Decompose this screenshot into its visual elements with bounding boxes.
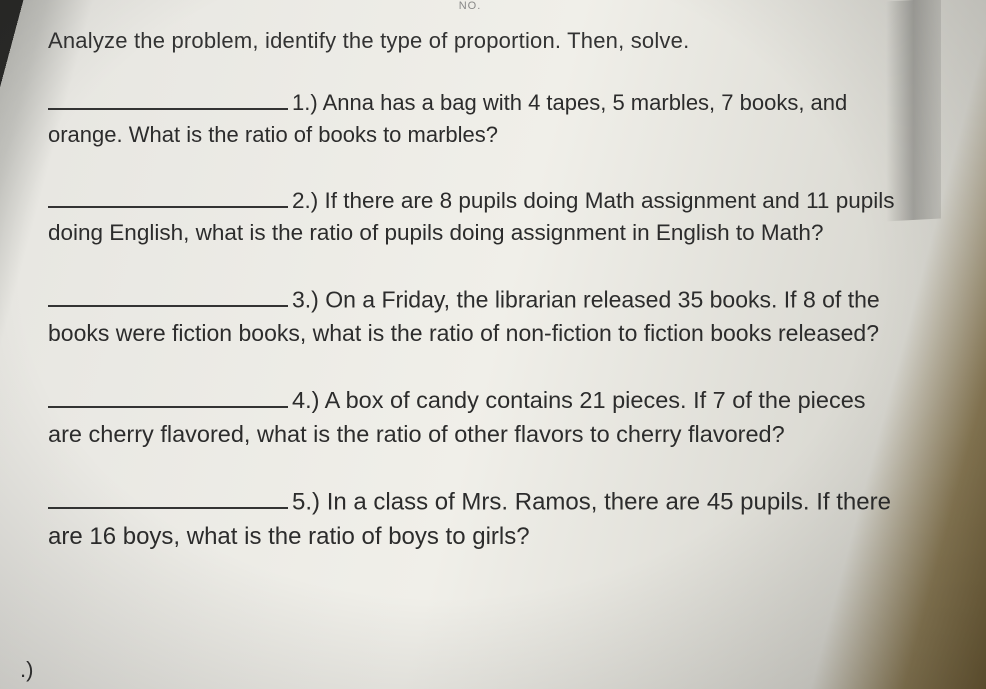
instruction-text: Analyze the problem, identify the type o… (48, 28, 900, 54)
problem-text-line1: Anna has a bag with 4 tapes, 5 marbles, … (323, 90, 848, 115)
answer-blank[interactable] (48, 481, 288, 509)
problem-4: 4.) A box of candy contains 21 pieces. I… (48, 380, 900, 451)
problem-number: 3.) (292, 286, 319, 312)
problem-3: 3.) On a Friday, the librarian released … (48, 280, 900, 350)
problem-text-line1: If there are 8 pupils doing Math assignm… (325, 188, 830, 213)
problem-number: 2.) (292, 188, 318, 213)
problem-text-line2: orange. What is the ratio of books to ma… (48, 122, 498, 147)
problem-number: 5.) (292, 488, 320, 515)
problem-2: 2.) If there are 8 pupils doing Math ass… (48, 181, 900, 250)
answer-blank[interactable] (48, 181, 288, 208)
problem-text-line2: 16 boys, what is the ratio of boys to gi… (89, 523, 529, 550)
problem-text-line1: On a Friday, the librarian released 35 b… (325, 286, 879, 312)
problem-number: 1.) (292, 90, 318, 115)
problem-1: 1.) Anna has a bag with 4 tapes, 5 marbl… (48, 84, 900, 151)
answer-blank[interactable] (48, 84, 288, 110)
answer-blank[interactable] (48, 380, 288, 408)
problem-text-line2: cherry flavored, what is the ratio of ot… (89, 421, 785, 447)
problem-5: 5.) In a class of Mrs. Ramos, there are … (48, 481, 900, 555)
problem-number: 4.) (292, 387, 319, 413)
header-no-label: NO. (459, 0, 482, 12)
problem-text-line2: books were fiction books, what is the ra… (48, 320, 879, 346)
worksheet-sheet: NO. Analyze the problem, identify the ty… (0, 0, 940, 689)
page-closer: .) (20, 657, 33, 683)
answer-blank[interactable] (48, 280, 288, 307)
